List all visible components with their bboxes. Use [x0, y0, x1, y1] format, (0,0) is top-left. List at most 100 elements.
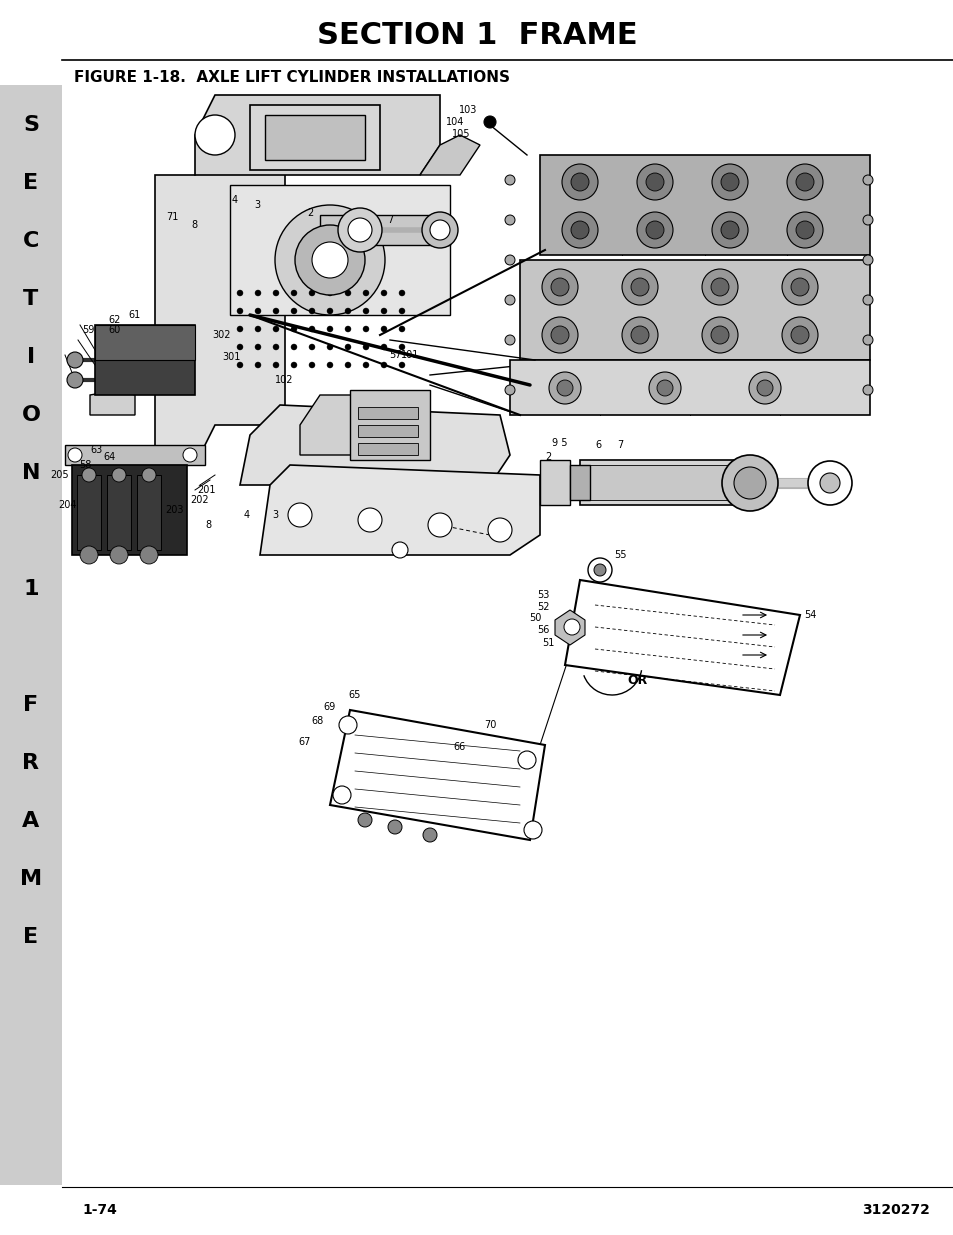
Circle shape: [720, 173, 739, 191]
Circle shape: [504, 215, 515, 225]
Circle shape: [862, 385, 872, 395]
Bar: [107, 475, 131, 550]
Text: 302: 302: [213, 330, 231, 340]
Circle shape: [421, 212, 457, 248]
Circle shape: [428, 513, 452, 537]
Bar: [95, 325, 194, 359]
Bar: [65, 445, 205, 466]
Circle shape: [398, 290, 405, 296]
Circle shape: [594, 564, 605, 576]
Text: 57: 57: [388, 350, 401, 359]
Circle shape: [398, 326, 405, 332]
Circle shape: [398, 308, 405, 314]
Circle shape: [523, 821, 541, 839]
Polygon shape: [564, 580, 800, 695]
Bar: [230, 185, 450, 315]
Circle shape: [711, 212, 747, 248]
Text: 55: 55: [613, 550, 625, 559]
Text: 64: 64: [104, 452, 116, 462]
Text: 59: 59: [82, 325, 94, 335]
Bar: [77, 475, 101, 550]
Text: 1: 1: [23, 579, 39, 599]
Circle shape: [327, 362, 333, 368]
Bar: [71, 466, 187, 555]
Text: 4: 4: [232, 195, 238, 205]
Text: 68: 68: [312, 716, 324, 726]
Text: 71: 71: [166, 212, 178, 222]
Circle shape: [388, 820, 401, 834]
Circle shape: [637, 212, 672, 248]
Circle shape: [488, 517, 512, 542]
Text: C: C: [23, 231, 39, 251]
Text: 62: 62: [109, 315, 121, 325]
Circle shape: [721, 454, 778, 511]
Circle shape: [254, 345, 261, 350]
Text: 63: 63: [91, 445, 103, 454]
Circle shape: [254, 362, 261, 368]
Circle shape: [68, 448, 82, 462]
Bar: [357, 443, 417, 454]
Text: 9 5: 9 5: [552, 438, 567, 448]
Text: 6: 6: [595, 440, 600, 450]
Circle shape: [236, 362, 243, 368]
Circle shape: [786, 164, 822, 200]
Circle shape: [862, 215, 872, 225]
Circle shape: [254, 308, 261, 314]
Text: 2: 2: [307, 207, 313, 219]
Polygon shape: [240, 405, 510, 485]
Polygon shape: [330, 710, 544, 840]
Text: 205: 205: [51, 471, 70, 480]
Circle shape: [571, 173, 588, 191]
Circle shape: [345, 308, 351, 314]
Bar: [519, 261, 869, 359]
Circle shape: [82, 468, 96, 482]
Text: 103: 103: [458, 105, 476, 115]
Text: 70: 70: [483, 720, 496, 730]
Text: 201: 201: [197, 485, 216, 495]
Circle shape: [630, 278, 648, 296]
Circle shape: [80, 546, 98, 564]
Text: OR: OR: [627, 673, 647, 687]
Text: 54: 54: [803, 610, 816, 620]
Circle shape: [291, 308, 296, 314]
Text: 58: 58: [79, 459, 91, 471]
Circle shape: [291, 345, 296, 350]
Bar: [0, 85, 62, 1186]
Circle shape: [236, 308, 243, 314]
Circle shape: [645, 173, 663, 191]
Bar: [319, 215, 450, 245]
Bar: [579, 466, 749, 500]
Text: FIGURE 1-18.  AXLE LIFT CYLINDER INSTALLATIONS: FIGURE 1-18. AXLE LIFT CYLINDER INSTALLA…: [74, 69, 510, 84]
Circle shape: [273, 326, 278, 332]
Circle shape: [862, 295, 872, 305]
Circle shape: [541, 317, 578, 353]
Circle shape: [422, 827, 436, 842]
Circle shape: [551, 278, 568, 296]
Circle shape: [338, 716, 356, 734]
Bar: [250, 105, 379, 170]
Circle shape: [795, 173, 813, 191]
Polygon shape: [299, 395, 399, 454]
Text: A: A: [22, 811, 40, 831]
Circle shape: [363, 290, 369, 296]
Circle shape: [517, 751, 536, 769]
Bar: [510, 359, 869, 415]
Circle shape: [645, 221, 663, 240]
Circle shape: [140, 546, 158, 564]
Text: 105: 105: [452, 128, 470, 140]
Circle shape: [112, 468, 126, 482]
Circle shape: [294, 225, 365, 295]
Circle shape: [548, 372, 580, 404]
Text: 8: 8: [191, 220, 197, 230]
Circle shape: [637, 164, 672, 200]
Circle shape: [380, 345, 387, 350]
Circle shape: [621, 317, 658, 353]
Circle shape: [795, 221, 813, 240]
Circle shape: [392, 542, 408, 558]
Polygon shape: [260, 466, 539, 555]
Circle shape: [748, 372, 781, 404]
Circle shape: [430, 220, 450, 240]
Text: 101: 101: [400, 350, 418, 359]
Circle shape: [781, 269, 817, 305]
Circle shape: [711, 164, 747, 200]
